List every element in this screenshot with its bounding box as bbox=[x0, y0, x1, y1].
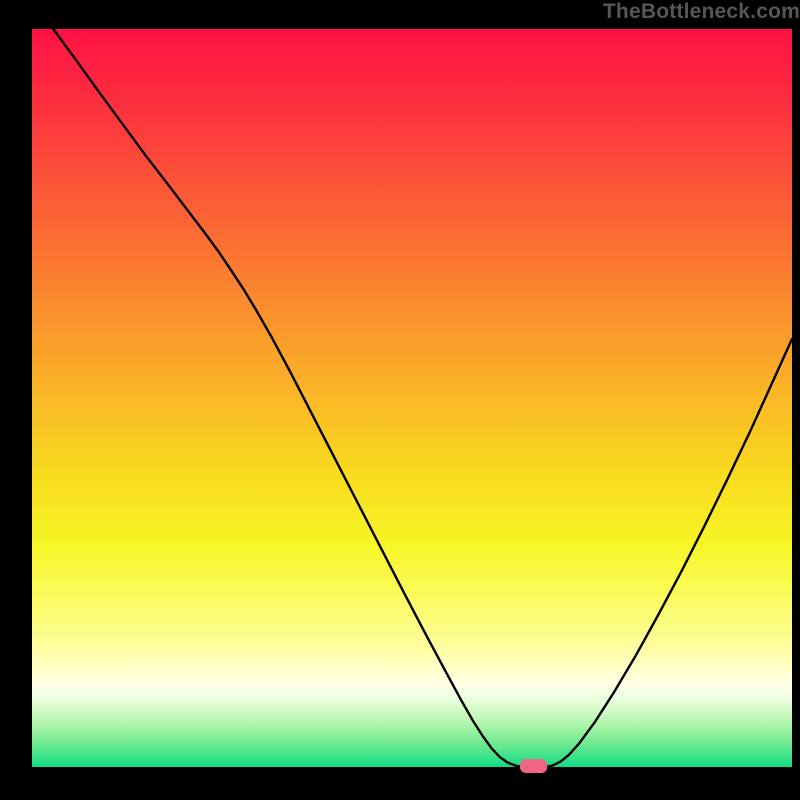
plot-area bbox=[32, 29, 792, 767]
root: TheBottleneck.com bbox=[0, 0, 800, 800]
watermark-label: TheBottleneck.com bbox=[603, 0, 800, 24]
bottleneck-chart bbox=[0, 0, 800, 800]
optimal-marker bbox=[520, 759, 547, 773]
